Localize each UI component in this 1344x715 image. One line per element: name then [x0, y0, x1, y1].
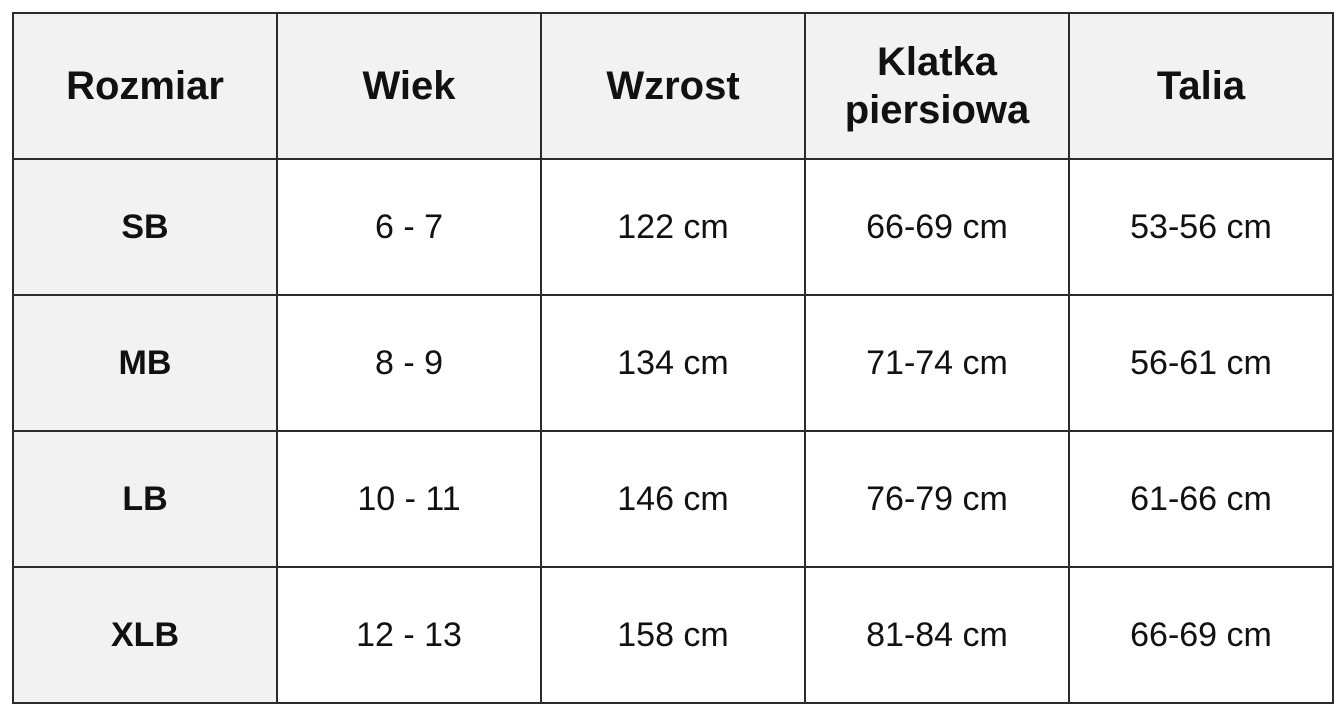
waist-cell: 56-61 cm: [1068, 294, 1334, 432]
table-row: MB 8 - 9 134 cm 71-74 cm 56-61 cm: [12, 294, 1334, 432]
chest-cell: 66-69 cm: [804, 158, 1070, 296]
header-row: Rozmiar Wiek Wzrost Klatka piersiowa Tal…: [12, 12, 1334, 160]
size-cell: SB: [12, 158, 278, 296]
header-size: Rozmiar: [12, 12, 278, 160]
height-cell: 134 cm: [540, 294, 806, 432]
size-chart-table: Rozmiar Wiek Wzrost Klatka piersiowa Tal…: [12, 12, 1334, 704]
size-cell: XLB: [12, 566, 278, 704]
chest-cell: 76-79 cm: [804, 430, 1070, 568]
table-row: LB 10 - 11 146 cm 76-79 cm 61-66 cm: [12, 430, 1334, 568]
height-cell: 158 cm: [540, 566, 806, 704]
size-cell: MB: [12, 294, 278, 432]
height-cell: 146 cm: [540, 430, 806, 568]
header-waist: Talia: [1068, 12, 1334, 160]
waist-cell: 66-69 cm: [1068, 566, 1334, 704]
header-age: Wiek: [276, 12, 542, 160]
header-height: Wzrost: [540, 12, 806, 160]
waist-cell: 61-66 cm: [1068, 430, 1334, 568]
age-cell: 10 - 11: [276, 430, 542, 568]
chest-cell: 81-84 cm: [804, 566, 1070, 704]
header-chest: Klatka piersiowa: [804, 12, 1070, 160]
waist-cell: 53-56 cm: [1068, 158, 1334, 296]
chest-cell: 71-74 cm: [804, 294, 1070, 432]
age-cell: 8 - 9: [276, 294, 542, 432]
size-cell: LB: [12, 430, 278, 568]
table-row: XLB 12 - 13 158 cm 81-84 cm 66-69 cm: [12, 566, 1334, 704]
table-row: SB 6 - 7 122 cm 66-69 cm 53-56 cm: [12, 158, 1334, 296]
age-cell: 12 - 13: [276, 566, 542, 704]
age-cell: 6 - 7: [276, 158, 542, 296]
height-cell: 122 cm: [540, 158, 806, 296]
